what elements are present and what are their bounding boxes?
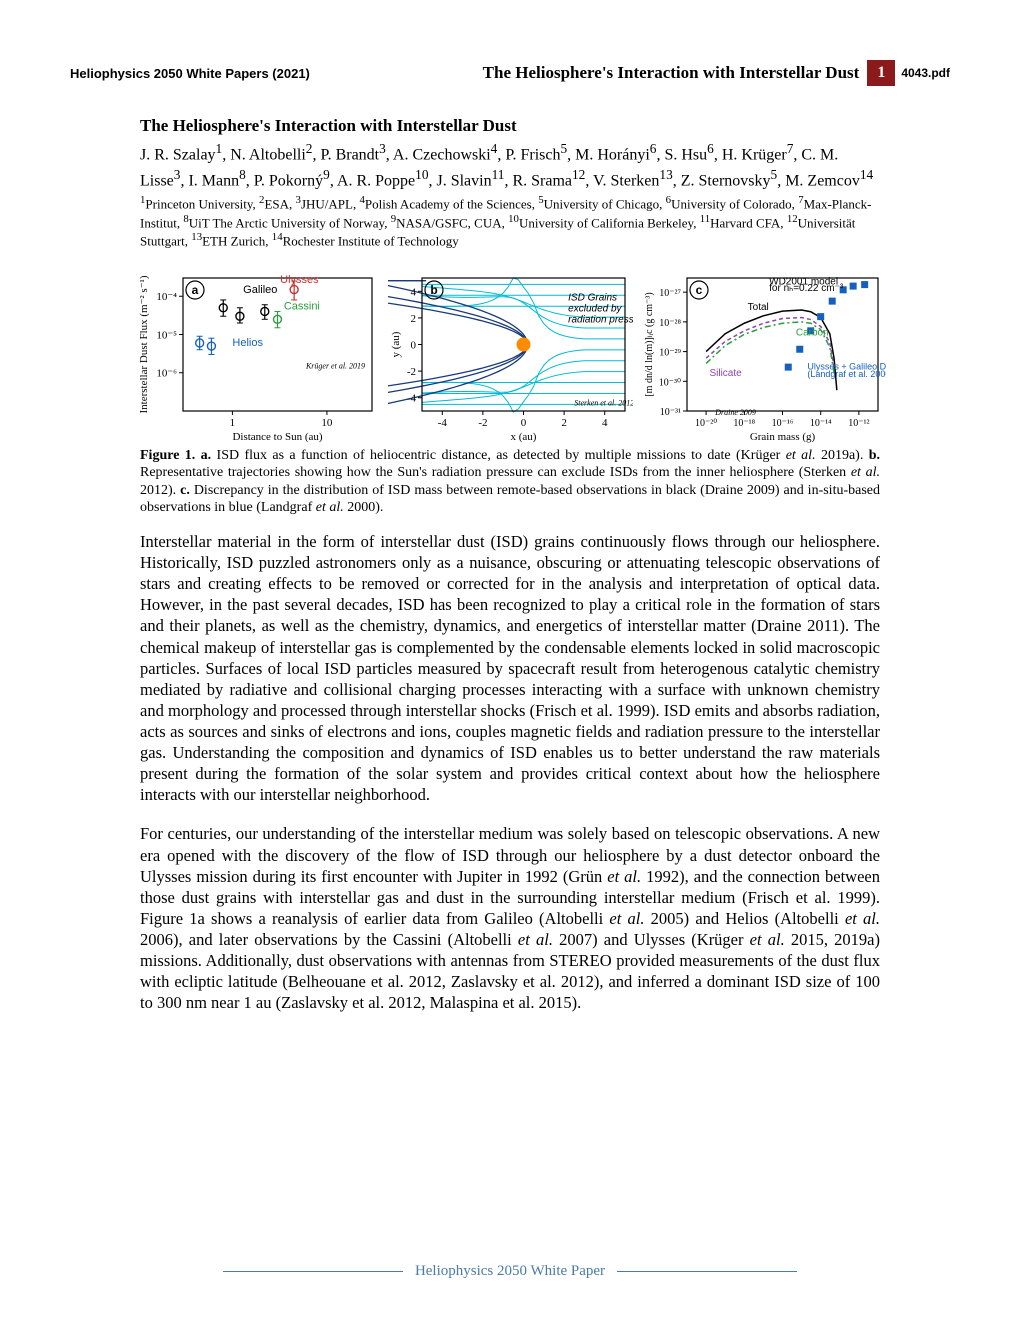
svg-text:(Landgraf et al. 2000): (Landgraf et al. 2000) <box>807 369 886 379</box>
svg-text:-4: -4 <box>437 417 447 429</box>
svg-text:10⁻³⁰: 10⁻³⁰ <box>658 377 680 388</box>
svg-text:1: 1 <box>229 417 235 429</box>
figure-1-caption: Figure 1. a. ISD flux as a function of h… <box>140 447 880 517</box>
svg-text:10: 10 <box>321 417 333 429</box>
svg-text:-2: -2 <box>406 366 415 378</box>
svg-text:10⁻⁵: 10⁻⁵ <box>156 329 177 341</box>
figure-1: a 1 10 10⁻⁶ 10⁻⁵ 10⁻⁴ Distance to Sun (au) Inte… <box>140 268 880 443</box>
figure-1-panel-c: c 10⁻²⁰ 10⁻¹⁸ 10⁻¹⁶ 10⁻¹⁴ 10⁻¹² 10⁻³¹ 10⁻³⁰ 10⁻²… <box>641 268 886 443</box>
svg-text:ISD Grains: ISD Grains <box>568 293 617 304</box>
svg-text:0: 0 <box>520 417 526 429</box>
svg-text:10⁻¹⁸: 10⁻¹⁸ <box>733 418 755 429</box>
svg-text:Cassini: Cassini <box>283 300 319 312</box>
svg-text:Draine 2009: Draine 2009 <box>714 408 756 417</box>
svg-text:Interstellar Dust Flux (m⁻² s⁻: Interstellar Dust Flux (m⁻² s⁻¹) <box>138 275 150 413</box>
paper-title: The Heliosphere's Interaction with Inter… <box>140 116 880 136</box>
svg-text:10⁻⁶: 10⁻⁶ <box>156 368 177 380</box>
header-series: Heliophysics 2050 White Papers (2021) <box>70 66 310 81</box>
svg-text:10⁻¹²: 10⁻¹² <box>848 418 869 429</box>
svg-text:x (au): x (au) <box>510 431 536 443</box>
svg-text:y (au): y (au) <box>390 331 402 357</box>
footer-text: Heliophysics 2050 White Paper <box>415 1263 605 1279</box>
svg-text:10⁻¹⁴: 10⁻¹⁴ <box>809 418 831 429</box>
figure-1-panel-b: b -4 -2 0 2 4 -4 -2 0 2 4 x (au) y (au) ISD Grainsexc… <box>388 268 633 443</box>
svg-text:Carbon: Carbon <box>795 327 828 338</box>
page-header: Heliophysics 2050 White Papers (2021) Th… <box>70 60 950 86</box>
svg-text:4: 4 <box>601 417 607 429</box>
affiliations-list: 1Princeton University, 2ESA, 3JHU/APL, 4… <box>140 194 880 250</box>
svg-text:10⁻²⁰: 10⁻²⁰ <box>694 418 716 429</box>
svg-text:4: 4 <box>410 286 416 298</box>
svg-text:10⁻⁴: 10⁻⁴ <box>156 291 177 303</box>
svg-text:Ulysses: Ulysses <box>280 274 319 286</box>
svg-text:Krüger et al. 2019: Krüger et al. 2019 <box>304 361 364 370</box>
svg-text:-2: -2 <box>478 417 487 429</box>
svg-text:c: c <box>695 283 702 297</box>
body-paragraph-2: For centuries, our understanding of the … <box>140 823 880 1013</box>
header-title: The Heliosphere's Interaction with Inter… <box>310 63 867 83</box>
svg-text:Sterken et al. 2012: Sterken et al. 2012 <box>574 399 633 408</box>
svg-text:10⁻²⁷: 10⁻²⁷ <box>659 288 681 299</box>
svg-text:Grain mass (g): Grain mass (g) <box>749 431 815 443</box>
page-number-badge: 1 <box>867 60 895 86</box>
svg-text:2: 2 <box>410 313 416 325</box>
figure-1-panel-a: a 1 10 10⁻⁶ 10⁻⁵ 10⁻⁴ Distance to Sun (au) Inte… <box>135 268 380 443</box>
svg-text:Distance to Sun (au): Distance to Sun (au) <box>232 431 322 443</box>
svg-text:[m dn/d ln(m)]ₗᵢc (g cm⁻³): [m dn/d ln(m)]ₗᵢc (g cm⁻³) <box>644 292 655 396</box>
header-pdf-id: 4043.pdf <box>901 66 950 80</box>
svg-text:Silicate: Silicate <box>709 368 742 379</box>
svg-text:Helios: Helios <box>232 337 263 349</box>
svg-text:2: 2 <box>561 417 567 429</box>
svg-text:10⁻²⁸: 10⁻²⁸ <box>659 318 681 329</box>
svg-text:0: 0 <box>410 339 416 351</box>
svg-text:radiation pressure: radiation pressure <box>568 315 633 326</box>
svg-text:b: b <box>430 283 437 297</box>
authors-list: J. R. Szalay1, N. Altobelli2, P. Brandt3… <box>140 140 880 192</box>
svg-text:Galileo: Galileo <box>243 284 277 296</box>
svg-text:-4: -4 <box>406 393 416 405</box>
svg-text:for nₕ=0.22 cm⁻³: for nₕ=0.22 cm⁻³ <box>769 283 844 294</box>
svg-text:a: a <box>191 283 198 297</box>
svg-text:Total: Total <box>747 302 768 313</box>
svg-text:excluded by: excluded by <box>568 304 622 315</box>
body-paragraph-1: Interstellar material in the form of int… <box>140 531 880 805</box>
page-footer: Heliophysics 2050 White Paper <box>0 1263 1020 1280</box>
svg-text:10⁻¹⁶: 10⁻¹⁶ <box>771 418 793 429</box>
svg-text:10⁻²⁹: 10⁻²⁹ <box>659 348 681 359</box>
svg-text:10⁻³¹: 10⁻³¹ <box>659 407 680 418</box>
